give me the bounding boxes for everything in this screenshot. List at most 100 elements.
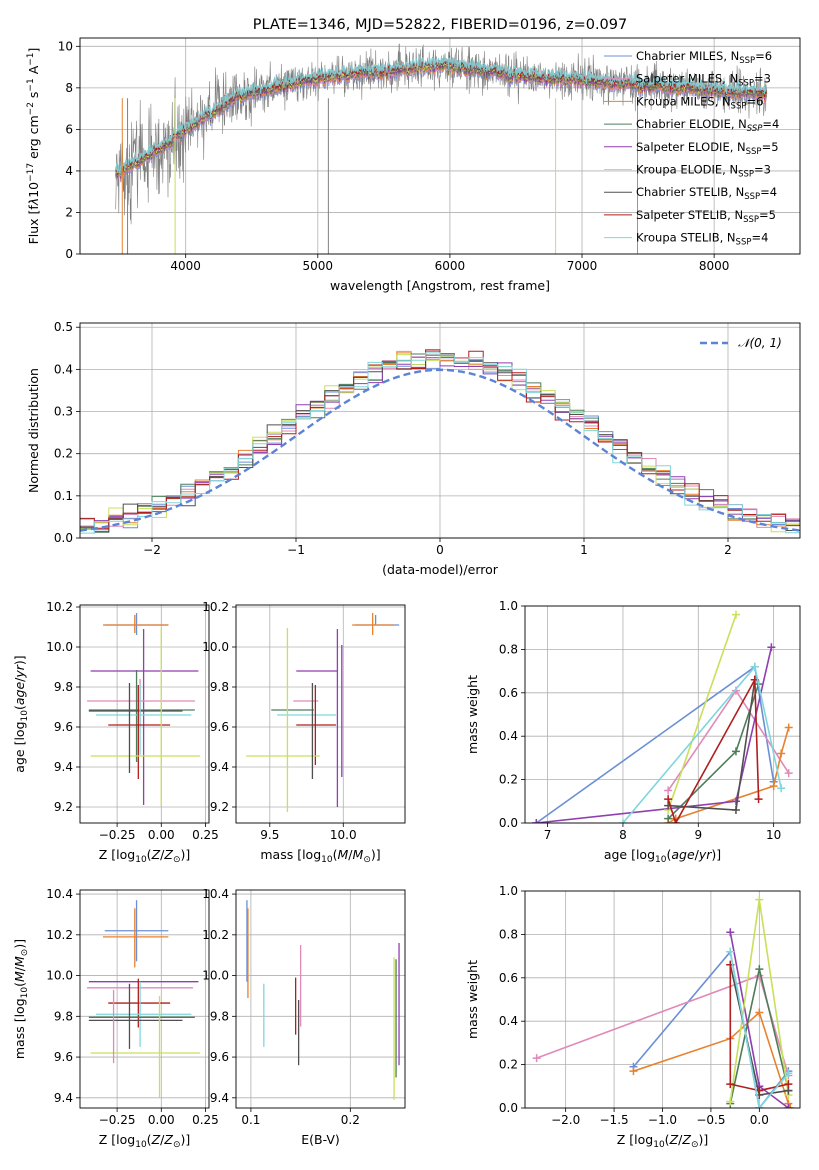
- y-tick-label: 9.2: [54, 800, 73, 814]
- legend-label: Chabrier MILES, NSSP=6: [636, 49, 772, 66]
- legend-label: Chabrier STELIB, NSSP=4: [636, 185, 777, 202]
- weight-marker: [731, 747, 740, 756]
- x-tick-label: −1.5: [600, 1113, 629, 1127]
- y-tick-label: 9.8: [210, 1009, 229, 1023]
- normal-curve: [80, 368, 800, 532]
- y-tick-label: 2: [65, 205, 73, 219]
- weight-marker: [755, 1008, 764, 1017]
- weight-marker: [784, 1069, 793, 1078]
- weight-marker: [731, 610, 740, 619]
- y-tick-label: 10.2: [202, 928, 229, 942]
- y-tick-label: 9.6: [54, 1050, 73, 1064]
- y-tick-label: 9.6: [210, 1050, 229, 1064]
- y-tick-label: 0.4: [54, 362, 73, 376]
- axes-frame: [79, 322, 801, 539]
- y-tick-label: 9.4: [210, 1091, 229, 1105]
- weight-series-7: [729, 964, 789, 1092]
- x-tick-label: 7: [544, 828, 552, 842]
- x-axis-label: mass [log10(M/M⊙)]: [260, 847, 380, 865]
- y-tick-label: 1.0: [499, 599, 518, 613]
- x-tick-label: 6000: [435, 259, 466, 273]
- weight-marker: [784, 769, 793, 778]
- weight-marker: [731, 805, 740, 814]
- y-tick-label: 4: [65, 164, 73, 178]
- ticks-residuals: −2 −1 0 1 2 0.0 0.1 0.2 0.3 0.4 0.5: [54, 320, 732, 557]
- y-tick-label: 0.8: [499, 642, 518, 656]
- x-axis-label: Z [log10(Z/Z⊙)]: [99, 847, 191, 865]
- y-tick-label: 0.0: [499, 816, 518, 830]
- model-spectrum-8: [115, 54, 768, 175]
- x-tick-label: 0.25: [192, 828, 219, 842]
- y-tick-label: 0.8: [499, 927, 518, 941]
- panel-residuals: −2 −1 0 1 2 0.0 0.1 0.2 0.3 0.4 0.5 (data-model)/er…: [26, 320, 801, 577]
- legend-label: 𝒩(0, 1): [738, 336, 782, 350]
- panel-spectrum: 4000 5000 6000 7000 8000 0 2 4 6 8 10 wavelength [A…: [26, 17, 801, 293]
- chart-title: PLATE=1346, MJD=52822, FIBERID=0196, z=0…: [253, 17, 627, 33]
- weight-marker: [629, 1067, 638, 1076]
- weight-marker: [731, 797, 740, 806]
- axes-frame: [524, 890, 801, 1109]
- weight-marker: [671, 819, 680, 823]
- y-tick-label: 10.4: [202, 887, 229, 901]
- y-tick-label: 10.0: [46, 969, 73, 983]
- y-axis-label: Flux [fλ10−17 erg cm−2 s−1 A−1]: [26, 48, 41, 245]
- weight-marker: [767, 643, 776, 652]
- x-axis-label: age [log10(age/yr)]: [604, 847, 721, 865]
- weight-marker: [777, 749, 786, 758]
- axes-frame: [524, 605, 801, 824]
- weight-marker: [750, 662, 759, 671]
- weight-marker: [784, 723, 793, 732]
- x-tick-label: 7000: [567, 259, 598, 273]
- y-tick-label: 10.2: [46, 600, 73, 614]
- y-axis-label: Normed distribution: [26, 368, 41, 493]
- weight-marker: [769, 782, 778, 791]
- y-tick-label: 9.4: [54, 760, 73, 774]
- weight-marker: [784, 1080, 793, 1089]
- y-tick-label: 9.4: [210, 760, 229, 774]
- y-tick-label: 0.2: [54, 447, 73, 461]
- legend-label: Salpeter STELIB, NSSP=5: [636, 208, 776, 225]
- panel-mass_vs_Z: −0.25 0.00 0.25 9.4 9.6 9.8 10.0 10.2 10.4 Z [log…: [12, 887, 219, 1150]
- axes-frame: [79, 889, 210, 1109]
- x-tick-label: 0: [436, 543, 444, 557]
- weight-marker: [618, 819, 627, 823]
- x-tick-label: −0.5: [696, 1113, 725, 1127]
- grid-mass_vs_ebv: [236, 890, 405, 1108]
- histogram-series-8: [80, 352, 800, 534]
- y-tick-label: 10.0: [202, 640, 229, 654]
- weight-marker: [532, 1054, 541, 1063]
- x-tick-label: 0.00: [148, 1113, 175, 1127]
- plot-area-residuals: [80, 349, 800, 534]
- y-tick-label: 10.4: [46, 887, 73, 901]
- plot-area-weight_vs_Z: [532, 895, 795, 1108]
- panel-age_vs_Z: −0.25 0.00 0.25 9.2 9.4 9.6 9.8 10.0 10.2 Z [log1…: [12, 600, 219, 865]
- plot-area-weight_vs_age: [532, 610, 793, 823]
- y-tick-label: 0.1: [54, 489, 73, 503]
- y-tick-label: 0.2: [499, 773, 518, 787]
- y-axis-label: age [log10(age/yr)]: [12, 655, 30, 772]
- x-tick-label: 0.1: [241, 1113, 260, 1127]
- legend-label: Kroupa STELIB, NSSP=4: [636, 231, 768, 248]
- x-tick-label: 9: [694, 828, 702, 842]
- legend-label: Kroupa ELODIE, NSSP=3: [636, 163, 771, 180]
- x-tick-label: 0.0: [750, 1113, 769, 1127]
- weight-marker: [532, 819, 541, 823]
- weight-marker: [755, 895, 764, 904]
- grid-mass_vs_Z: [80, 890, 209, 1108]
- weight-marker: [755, 965, 764, 974]
- x-tick-label: 10: [766, 828, 781, 842]
- y-tick-label: 10.0: [46, 640, 73, 654]
- y-tick-label: 9.2: [210, 800, 229, 814]
- weight-marker: [726, 1097, 735, 1106]
- y-tick-label: 0.4: [499, 729, 518, 743]
- weight-marker: [726, 1080, 735, 1089]
- x-axis-label: E(B-V): [301, 1132, 340, 1147]
- weight-marker: [754, 795, 763, 804]
- plot-area-mass_vs_ebv: [246, 900, 400, 1100]
- y-tick-label: 0.4: [499, 1014, 518, 1028]
- y-tick-label: 10.2: [46, 928, 73, 942]
- x-tick-label: 10.0: [330, 828, 357, 842]
- x-tick-label: −2.0: [551, 1113, 580, 1127]
- y-tick-label: 0: [65, 247, 73, 261]
